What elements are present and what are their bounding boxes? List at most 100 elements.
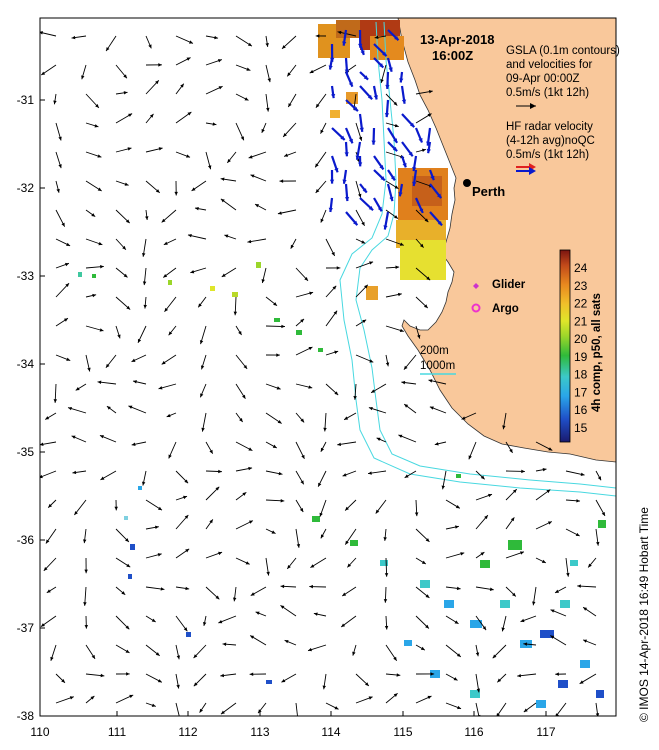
hf-radar-arrow xyxy=(373,57,385,69)
gsla-arrow xyxy=(235,557,250,565)
gsla-arrow xyxy=(145,586,165,591)
gsla-arrow xyxy=(205,469,222,474)
colorbar-tick-label: 19 xyxy=(574,350,588,364)
gsla-arrow xyxy=(175,111,192,124)
gsla-arrow xyxy=(290,238,297,249)
contour-200m-label: 200m xyxy=(420,345,449,357)
gsla-arrow xyxy=(325,285,337,298)
gsla-arrow xyxy=(595,470,602,481)
gsla-arrow xyxy=(475,551,485,559)
gsla-arrow xyxy=(315,93,327,108)
gsla-arrow xyxy=(315,34,327,38)
gsla-scale-arrow xyxy=(516,103,536,109)
gsla-arrow xyxy=(355,354,374,363)
gsla-arrow xyxy=(445,615,459,625)
gsla-arrow xyxy=(550,609,567,617)
gsla-arrow xyxy=(55,209,66,227)
gsla-arrow xyxy=(193,644,207,659)
title-time: 16:00Z xyxy=(432,48,473,63)
gsla-arrow xyxy=(445,525,459,530)
gsla-arrow xyxy=(145,147,163,153)
gsla-arrow xyxy=(415,209,429,223)
plot-frame xyxy=(39,17,617,717)
gsla-arrow xyxy=(265,93,270,112)
gsla-arrow xyxy=(355,238,366,244)
gsla-arrow xyxy=(197,296,207,308)
gsla-note-line3: 09-Apr 00:00Z xyxy=(506,73,580,85)
gsla-arrow xyxy=(175,35,194,44)
gsla-arrow xyxy=(163,238,177,246)
contour-1000m xyxy=(339,21,616,497)
gsla-arrow xyxy=(145,35,152,49)
credit-label: © IMOS 14-Apr-2018 16:49 Hobart Time xyxy=(637,507,651,722)
gsla-arrow xyxy=(265,296,278,307)
gsla-arrow xyxy=(284,639,297,646)
gsla-arrow xyxy=(461,412,477,420)
gsla-arrow xyxy=(55,262,70,269)
gsla-arrow xyxy=(84,557,88,574)
gsla-arrow xyxy=(554,586,567,594)
hf-radar-arrow xyxy=(429,211,443,227)
gsla-arrow xyxy=(384,615,389,630)
gsla-arrow xyxy=(352,644,357,656)
gsla-arrow xyxy=(201,412,207,432)
hf-radar-arrow xyxy=(342,29,348,46)
gsla-arrow xyxy=(161,354,177,365)
gsla-arrow xyxy=(145,113,154,124)
title-date: 13-Apr-2018 xyxy=(420,32,494,47)
gsla-arrow xyxy=(295,702,298,716)
gsla-arrow xyxy=(85,673,105,678)
hf-radar-arrow xyxy=(399,71,404,83)
gsla-arrow xyxy=(347,557,357,568)
gsla-arrow xyxy=(445,586,461,591)
gsla-arrow xyxy=(565,470,585,476)
gsla-arrow xyxy=(99,435,117,443)
hf-radar-arrow xyxy=(386,183,394,202)
gsla-arrow xyxy=(174,180,178,196)
hf-radar-arrow xyxy=(330,155,339,173)
gsla-arrow xyxy=(161,209,177,223)
gsla-arrow xyxy=(415,238,424,248)
gsla-arrow xyxy=(85,180,102,192)
gsla-arrow xyxy=(475,514,489,530)
gsla-arrow xyxy=(250,174,267,182)
gsla-arrow xyxy=(501,615,507,632)
gsla-arrow xyxy=(67,406,87,414)
hf-radar-arrow xyxy=(412,155,418,172)
gsla-arrow xyxy=(414,499,419,517)
gsla-arrow xyxy=(175,673,180,689)
gsla-arrow xyxy=(40,615,57,627)
gsla-arrow xyxy=(221,267,237,278)
hf-radar-arrow xyxy=(412,169,418,187)
gsla-arrow xyxy=(265,35,269,47)
glider-legend-symbol xyxy=(473,283,479,289)
gsla-arrow xyxy=(353,383,357,400)
gsla-arrow xyxy=(384,557,389,577)
gsla-arrow xyxy=(132,380,147,385)
gsla-arrow xyxy=(115,180,129,186)
gsla-arrow xyxy=(286,557,297,570)
hf-note-line3: 0.5m/s (1kt 12h) xyxy=(506,149,589,161)
hf-radar-arrow xyxy=(387,141,398,152)
gsla-arrow xyxy=(265,557,270,576)
gsla-arrow xyxy=(175,151,191,158)
gsla-arrow xyxy=(166,412,177,418)
gsla-arrow xyxy=(376,437,387,443)
gsla-arrow xyxy=(145,702,156,707)
gsla-arrow xyxy=(175,615,188,632)
gsla-arrow xyxy=(579,673,597,685)
gsla-arrow xyxy=(314,151,327,168)
sst-patches xyxy=(318,20,448,300)
gsla-arrow xyxy=(367,470,387,475)
colorbar-tick-label: 20 xyxy=(574,332,588,346)
x-tick-label: 117 xyxy=(536,725,555,739)
gsla-arrow xyxy=(145,80,160,95)
gsla-arrow xyxy=(235,383,246,399)
gsla-arrow xyxy=(235,441,253,452)
y-tick-label: -34 xyxy=(17,357,35,371)
contour-1000m-label: 1000m xyxy=(420,360,455,372)
gsla-arrow xyxy=(115,296,131,310)
gsla-arrow xyxy=(587,557,597,568)
gsla-arrow xyxy=(565,557,570,577)
hf-radar-arrow xyxy=(359,71,369,81)
